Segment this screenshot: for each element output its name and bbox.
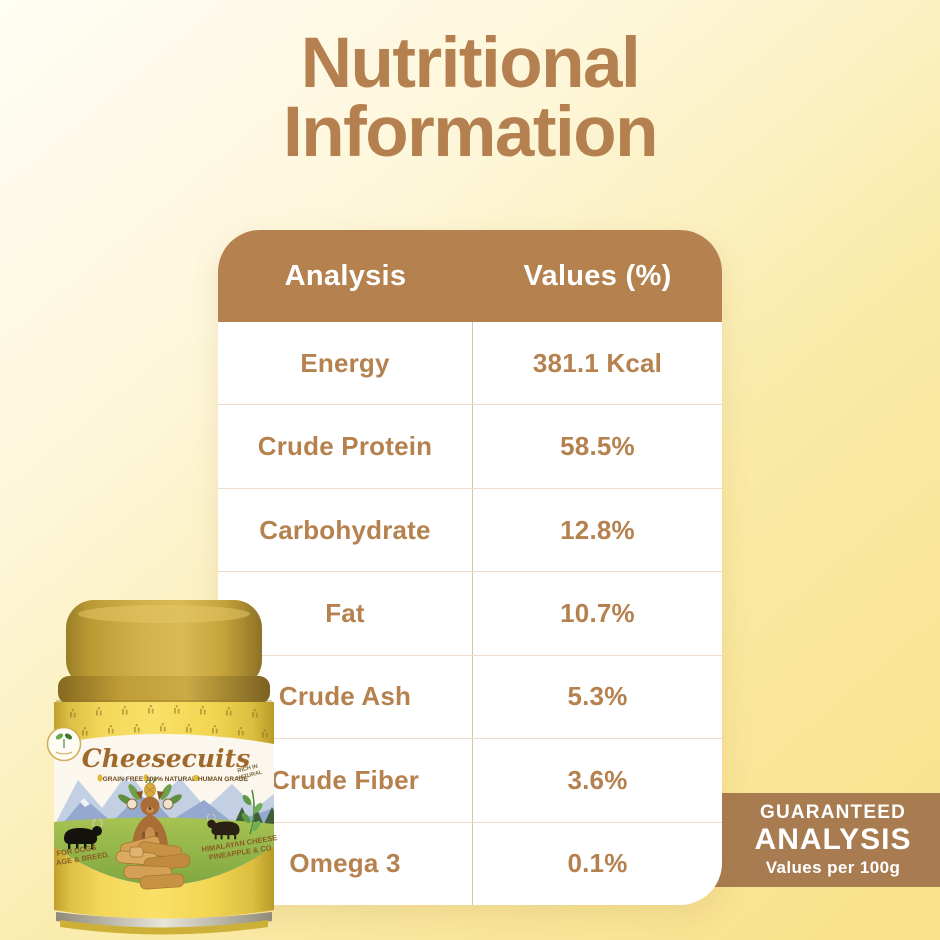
product-jar-image: Cheesecuits GRAIN FREE 100% NATURAL HUMA… (20, 594, 304, 940)
jar-lid (56, 600, 272, 707)
yak-icon (206, 813, 240, 840)
badge-grain-free: GRAIN FREE (103, 776, 144, 783)
analysis-cell: Fat (218, 572, 473, 655)
yak-icon (64, 818, 103, 849)
analysis-cell: Crude Protein (218, 405, 473, 488)
herb-plant-icon (241, 789, 263, 835)
guaranteed-label: GUARANTEED (759, 802, 907, 824)
brand-logo (46, 726, 82, 762)
value-cell: 10.7% (560, 597, 635, 628)
analysis-cell: Energy (218, 322, 473, 405)
header-values: Values (%) (523, 259, 672, 292)
table-row: Fat 10.7% (218, 571, 722, 655)
ingredient-fan-art (118, 777, 182, 810)
table-header: Analysis Values (%) (218, 230, 722, 322)
value-cell: 58.5% (560, 431, 635, 462)
table-row: Energy 381.1 Kcal (218, 322, 722, 405)
header-analysis: Analysis (284, 259, 407, 292)
values-per-100g-label: Values per 100g (765, 857, 901, 877)
value-cell: 0.1% (567, 848, 628, 879)
table-row: Carbohydrate 12.8% (218, 487, 722, 572)
natural-icon (143, 774, 149, 782)
nutrition-table: Analysis Values (%) Energy 381.1 Kcal Cr… (218, 230, 722, 905)
badges-row: GRAIN FREE 100% NATURAL HUMAN GRADE (97, 774, 249, 783)
page-title-line1: Nutritional (300, 24, 641, 103)
analysis-cell: Crude Fiber (218, 739, 473, 822)
product-name: Cheesecuits (82, 744, 250, 773)
value-cell: 12.8% (560, 514, 635, 545)
table-row: Crude Ash 5.3% (218, 654, 722, 739)
analysis-cell: Omega 3 (218, 822, 473, 905)
value-cell: 3.6% (567, 764, 628, 795)
analysis-cell: Crude Ash (218, 655, 473, 739)
page-title-line2: Information (283, 92, 658, 172)
badge-natural: 100% NATURAL (146, 776, 196, 783)
value-cell: 381.1 Kcal (532, 347, 663, 378)
table-body: Energy 381.1 Kcal Crude Protein 58.5% Ca… (218, 322, 722, 905)
table-row: Crude Protein 58.5% (218, 404, 722, 488)
pineapple-icon (143, 777, 157, 798)
human-grade-icon (192, 774, 200, 782)
badge-human-grade: HUMAN GRADE (198, 776, 249, 783)
value-cell: 5.3% (567, 681, 628, 712)
analysis-cell: Carbohydrate (218, 488, 473, 572)
biscuits-art (115, 835, 191, 890)
jar-base (56, 912, 272, 935)
page-title: Nutritional Information (0, 24, 940, 172)
table-row: Crude Fiber 3.6% (218, 738, 722, 822)
guaranteed-analysis-badge: GUARANTEED ANALYSIS Values per 100g (700, 793, 940, 887)
analysis-label: ANALYSIS (754, 823, 912, 857)
grain-free-icon (97, 774, 103, 782)
table-row: Omega 3 0.1% (218, 821, 722, 905)
svg-text:RICH IN: RICH IN (237, 764, 259, 775)
